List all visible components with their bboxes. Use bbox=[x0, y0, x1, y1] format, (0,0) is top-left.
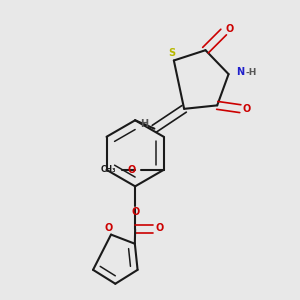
Text: H: H bbox=[140, 119, 148, 129]
Text: O: O bbox=[242, 104, 250, 114]
Text: O: O bbox=[127, 165, 136, 175]
Text: -H: -H bbox=[245, 68, 256, 77]
Text: O: O bbox=[131, 207, 140, 217]
Text: O: O bbox=[226, 24, 234, 34]
Text: CH₃: CH₃ bbox=[100, 165, 116, 174]
Text: O: O bbox=[104, 223, 112, 233]
Text: N: N bbox=[236, 68, 244, 77]
Text: O: O bbox=[155, 223, 164, 233]
Text: S: S bbox=[169, 48, 176, 58]
